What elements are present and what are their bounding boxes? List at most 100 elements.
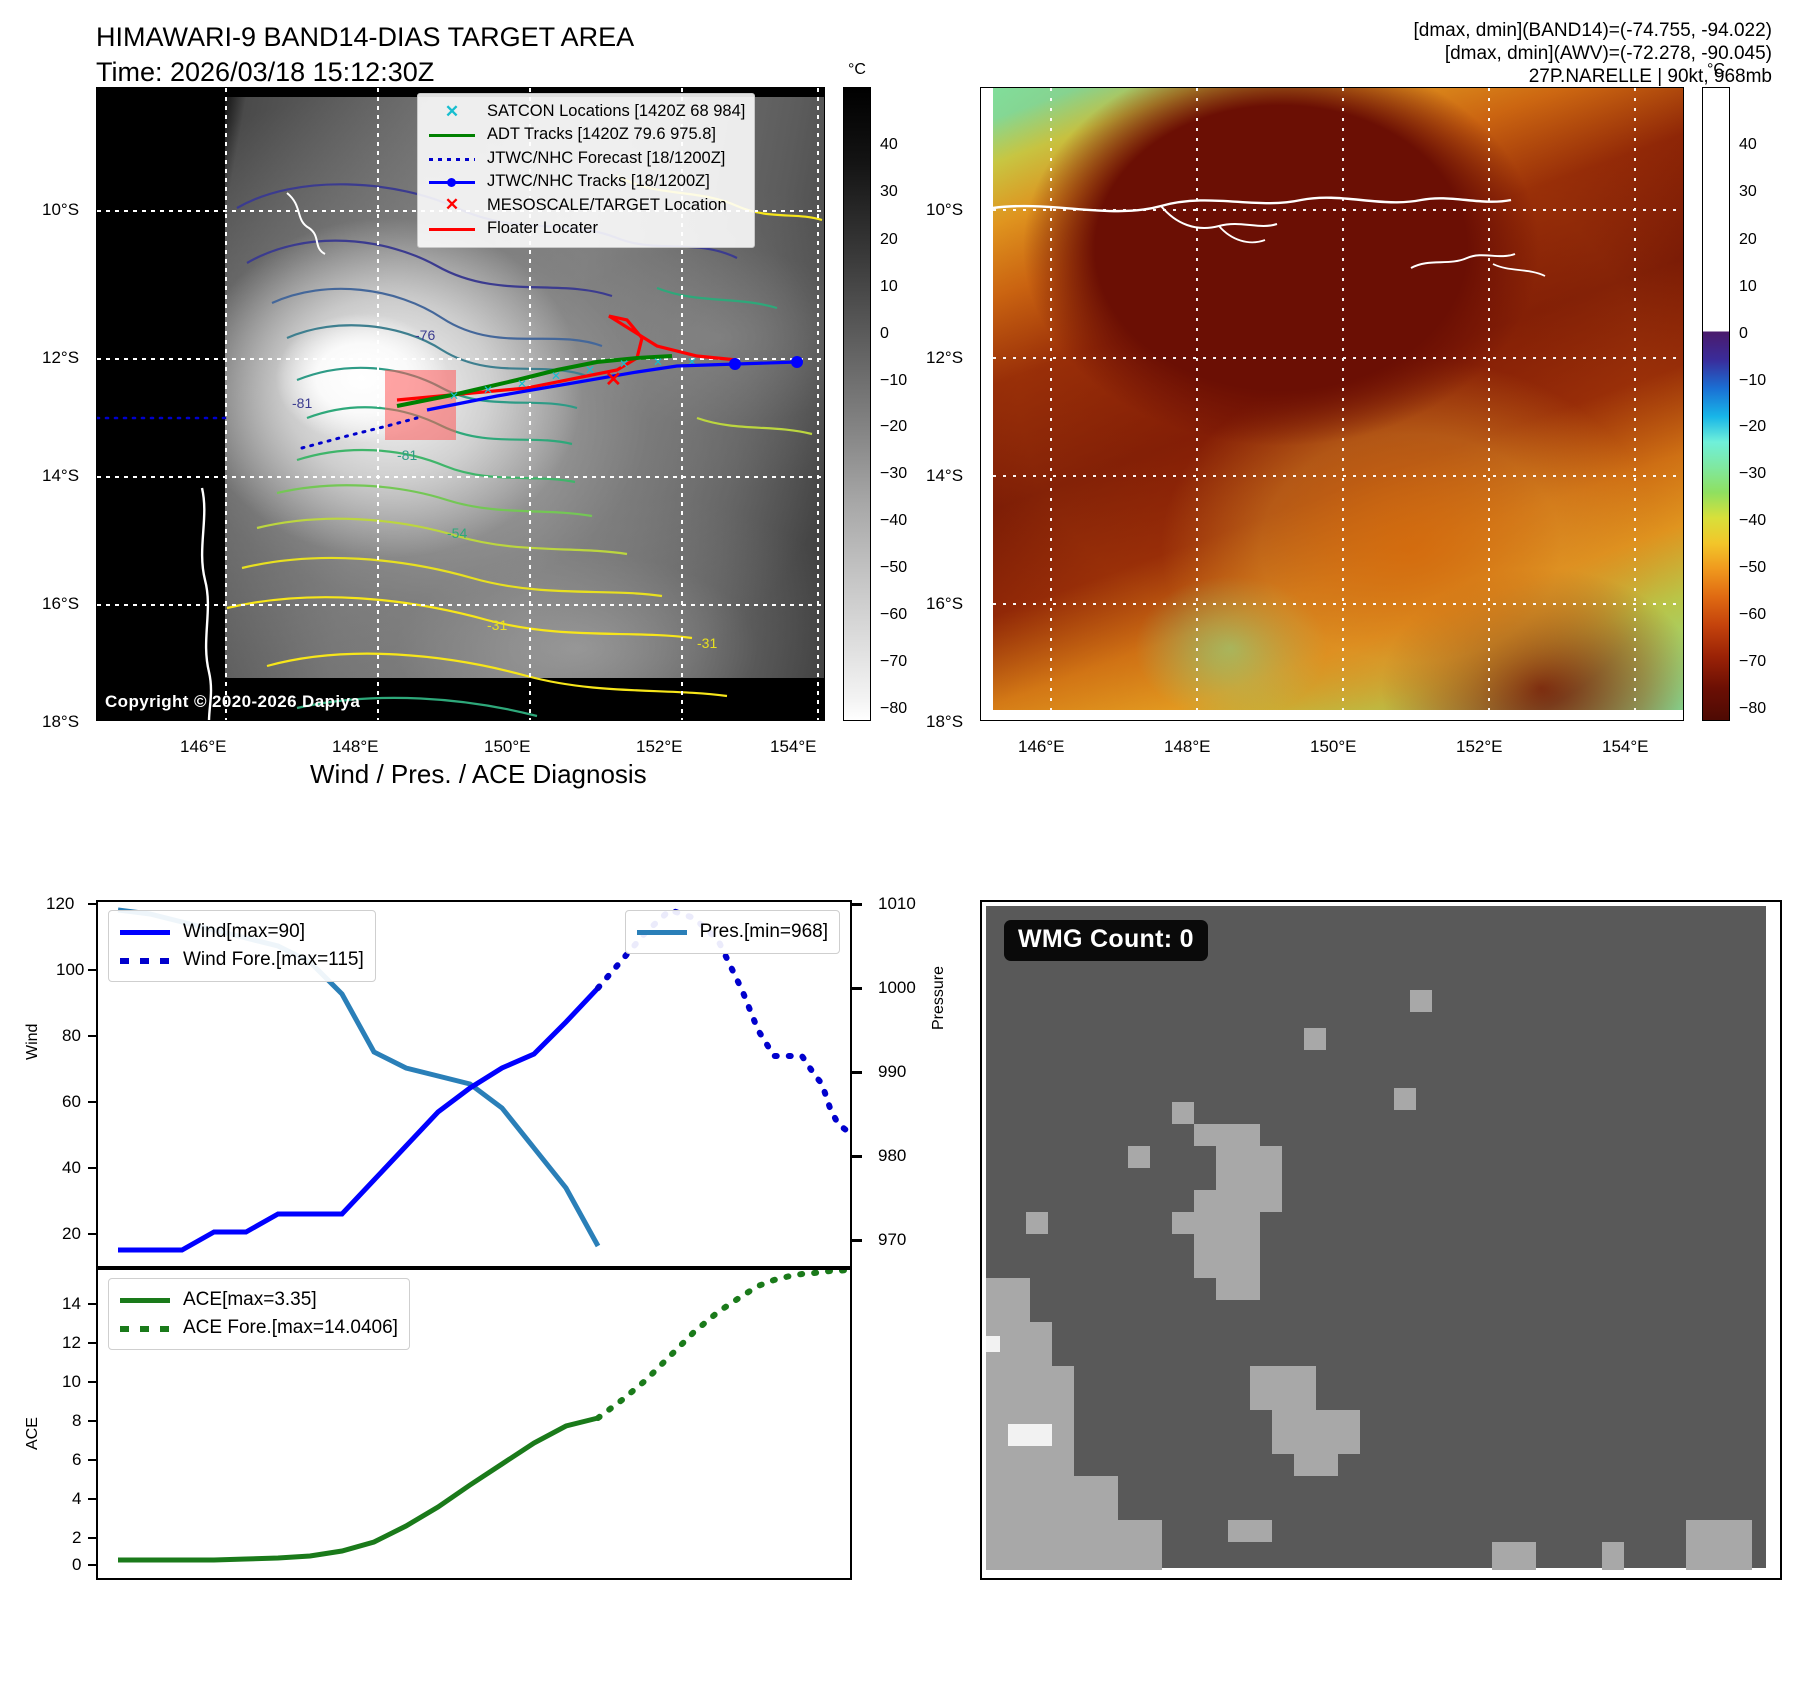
ace-chart-legend[interactable]: ACE[max=3.35] ACE Fore.[max=14.0406] (108, 1278, 410, 1351)
wmg-cell (1250, 1366, 1316, 1410)
lat-tick-label: 16°S (926, 594, 964, 613)
mesoscale-target-marker: ✕ (605, 369, 622, 391)
wind-tick-label: 120 (46, 894, 75, 913)
pressure-chart-legend[interactable]: Pres.[min=968] (624, 910, 840, 955)
wind-pressure-chart[interactable]: Wind[max=90] Wind Fore.[max=115] Pres.[m… (96, 900, 852, 1268)
wmg-panel[interactable]: WMG Count: 0 (980, 900, 1782, 1580)
wind-forecast-dotted-icon (117, 952, 173, 968)
pressure-line-icon (634, 924, 690, 940)
ace-tick-label: 4 (72, 1489, 82, 1508)
wmg-cell (1228, 1520, 1272, 1542)
jtwc-forecast-dotted-icon (425, 150, 479, 168)
awv-colorbar[interactable]: °C 40 30 20 10 0 −10 −20 −30 −40 −50 −60… (1702, 61, 1766, 721)
ace-chart[interactable]: ACE[max=3.35] ACE Fore.[max=14.0406] (96, 1268, 852, 1580)
diagnosis-title: Wind / Pres. / ACE Diagnosis (310, 759, 647, 789)
coastline-path (200, 487, 213, 720)
svg-text:✕: ✕ (653, 355, 663, 369)
wmg-cell (1172, 1102, 1194, 1124)
wmg-cell (1410, 990, 1432, 1012)
legend-item-ace-forecast[interactable]: ACE Fore.[max=14.0406] (117, 1314, 398, 1342)
svg-text:✕: ✕ (517, 377, 527, 391)
legend-label: Wind Fore.[max=115] (183, 949, 364, 971)
legend-item-wind-forecast[interactable]: Wind Fore.[max=115] (117, 946, 364, 974)
pressure-tick (852, 903, 862, 906)
legend-item-floater[interactable]: Floater Locater (425, 217, 745, 240)
ace-tick-label: 12 (62, 1333, 81, 1352)
wmg-cell (1686, 1520, 1752, 1570)
wind-axis-title: Wind (24, 1023, 41, 1060)
lat-tick-label: 12°S (42, 348, 80, 367)
wmg-cell (1008, 1424, 1052, 1446)
legend-item-pressure[interactable]: Pres.[min=968] (634, 918, 828, 946)
legend-label: JTWC/NHC Forecast [18/1200Z] (487, 148, 726, 167)
lon-tick-label: 152°E (1456, 737, 1503, 756)
awv-map-panel[interactable] (980, 87, 1684, 721)
legend-label: JTWC/NHC Tracks [18/1200Z] (487, 172, 710, 191)
pressure-tick-label: 970 (878, 1230, 907, 1249)
wmg-cell (986, 1476, 1118, 1570)
wind-tick-label: 100 (56, 960, 85, 979)
colorbar-units-label: °C (848, 61, 866, 78)
wind-tick-label: 40 (62, 1158, 81, 1177)
satcon-markers: ✕ ✕ ✕✕ ✕ ✕ ✕ ✕ (449, 355, 697, 403)
lat-tick-label: 18°S (926, 712, 964, 731)
band14-map-panel[interactable]: -76 -81 -81 -54 -31 -31 ✕ ✕ ✕ ✕ (96, 87, 825, 721)
legend-label: ACE[max=3.35] (183, 1289, 317, 1310)
legend-label: Floater Locater (487, 219, 598, 238)
svg-text:-54: -54 (447, 525, 467, 541)
pressure-tick (852, 1155, 862, 1158)
legend-item-jtwc-tracks[interactable]: JTWC/NHC Tracks [18/1200Z] (425, 170, 745, 193)
ace-tick-label: 2 (72, 1528, 82, 1547)
legend-label: SATCON Locations [1420Z 68 984] (487, 102, 746, 120)
legend-item-satcon[interactable]: ✕ SATCON Locations [1420Z 68 984] (425, 100, 745, 123)
page-title: HIMAWARI-9 BAND14-DIAS TARGET AREA (96, 22, 635, 52)
wmg-cell (1394, 1088, 1416, 1110)
legend-item-ace[interactable]: ACE[max=3.35] (117, 1286, 398, 1314)
wmg-cell (986, 1336, 1000, 1352)
ace-tick (88, 1498, 96, 1500)
svg-text:✕: ✕ (551, 369, 561, 383)
ace-tick (88, 1303, 96, 1305)
legend-item-adt[interactable]: ADT Tracks [1420Z 79.6 975.8] (425, 123, 745, 146)
copyright-notice: Copyright © 2020-2026 Dapiya (105, 692, 361, 711)
band14-colorbar[interactable]: °C 40 30 20 10 0 −10 −20 −30 −40 −50 −60… (843, 61, 907, 721)
pressure-tick (852, 1071, 862, 1074)
ace-tick-label: 14 (62, 1294, 81, 1313)
wmg-cell (1026, 1212, 1048, 1234)
wind-tick (88, 1101, 96, 1103)
colorbar-ticks: 40 30 20 10 0 −10 −20 −30 −40 −50 −60 −7… (880, 136, 908, 717)
pressure-tick-label: 980 (878, 1146, 907, 1165)
wind-tick (88, 903, 96, 905)
wmg-cell (1272, 1410, 1360, 1454)
lon-tick-label: 154°E (770, 737, 817, 756)
jtwc-track-line-icon (425, 173, 479, 191)
pressure-tick (852, 987, 862, 990)
wmg-cell (986, 1278, 1030, 1322)
band14-nodata-left (97, 88, 225, 720)
svg-text:-31: -31 (487, 617, 507, 633)
band14-nodata-bottom (97, 678, 824, 720)
storm-summary-label: 27P.NARELLE | 90kt, 968mb (1528, 66, 1772, 87)
lon-tick-label: 148°E (1164, 737, 1211, 756)
lat-tick-label: 14°S (926, 466, 964, 485)
colorbar-gradient (1702, 87, 1730, 721)
lon-tick-label: 152°E (636, 737, 683, 756)
map-legend[interactable]: ✕ SATCON Locations [1420Z 68 984] ADT Tr… (417, 93, 756, 248)
legend-label: Pres.[min=968] (699, 921, 828, 942)
lat-tick-label: 16°S (42, 594, 80, 613)
wind-tick (88, 1167, 96, 1169)
ace-tick (88, 1342, 96, 1344)
wind-chart-legend[interactable]: Wind[max=90] Wind Fore.[max=115] (108, 910, 376, 983)
awv-coastline (992, 88, 1683, 712)
satcon-x-icon: ✕ (444, 101, 460, 121)
wmg-cell (1602, 1542, 1624, 1570)
wind-tick (88, 1035, 96, 1037)
ace-tick-label: 8 (72, 1411, 82, 1430)
series-wind (118, 986, 600, 1253)
legend-item-jtwc-forecast[interactable]: JTWC/NHC Forecast [18/1200Z] (425, 147, 745, 170)
legend-item-wind[interactable]: Wind[max=90] (117, 918, 364, 946)
lon-tick-label: 146°E (180, 737, 227, 756)
jtwc-track-point (791, 356, 803, 368)
legend-item-mesoscale[interactable]: ✕ MESOSCALE/TARGET Location (425, 194, 745, 217)
wmg-cell (1216, 1278, 1260, 1300)
